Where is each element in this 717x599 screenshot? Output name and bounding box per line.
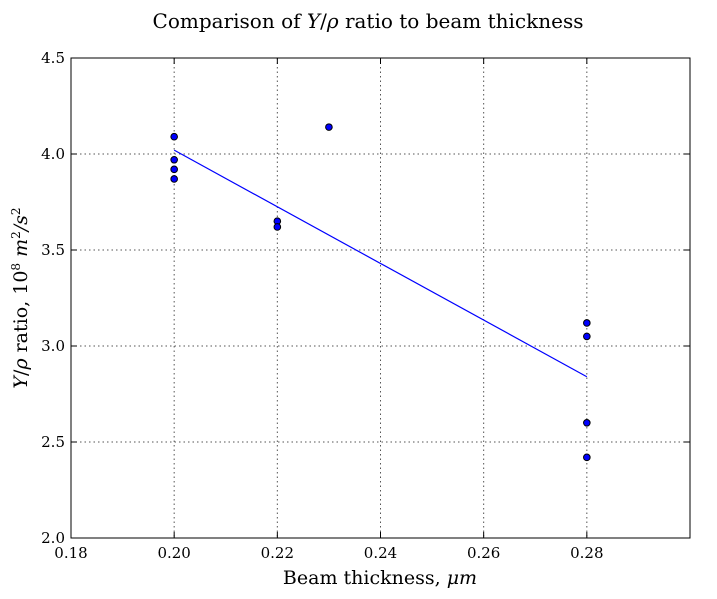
grid-lines [71, 58, 690, 538]
x-axis-label: Beam thickness, μm [283, 567, 477, 589]
y-tick-label: 3.0 [41, 337, 65, 355]
data-point [170, 132, 178, 141]
y-tick-label: 2.0 [41, 529, 65, 547]
y-axis-ticks: 2.0 2.5 3.0 3.5 4.0 4.5 [41, 49, 690, 547]
data-point [583, 419, 591, 427]
data-point [583, 319, 591, 327]
x-tick-label: 0.24 [364, 544, 397, 562]
x-tick-label: 0.18 [54, 544, 87, 562]
data-point [170, 155, 178, 164]
chart-title: Comparison of Y/ρ ratio to beam thicknes… [153, 9, 584, 33]
x-axis-ticks: 0.18 0.20 0.22 0.24 0.26 0.28 [54, 58, 604, 562]
x-tick-label: 0.22 [261, 544, 294, 562]
data-point [170, 175, 178, 183]
y-tick-label: 2.5 [41, 433, 65, 451]
data-point [273, 223, 282, 231]
y-tick-label: 3.5 [41, 241, 65, 259]
y-tick-label: 4.0 [41, 145, 65, 163]
x-tick-label: 0.28 [570, 544, 603, 562]
data-points [170, 123, 591, 462]
trend-line [173, 149, 588, 378]
data-point [583, 332, 591, 341]
x-tick-label: 0.26 [467, 544, 500, 562]
fit-line-layer [173, 149, 588, 378]
data-point [325, 123, 333, 131]
y-tick-label: 4.5 [41, 49, 65, 67]
data-point [583, 453, 591, 462]
data-point [170, 165, 178, 174]
y-axis-label: Y/ρ ratio, 108 m2/s2 [9, 207, 32, 388]
x-tick-label: 0.20 [157, 544, 190, 562]
